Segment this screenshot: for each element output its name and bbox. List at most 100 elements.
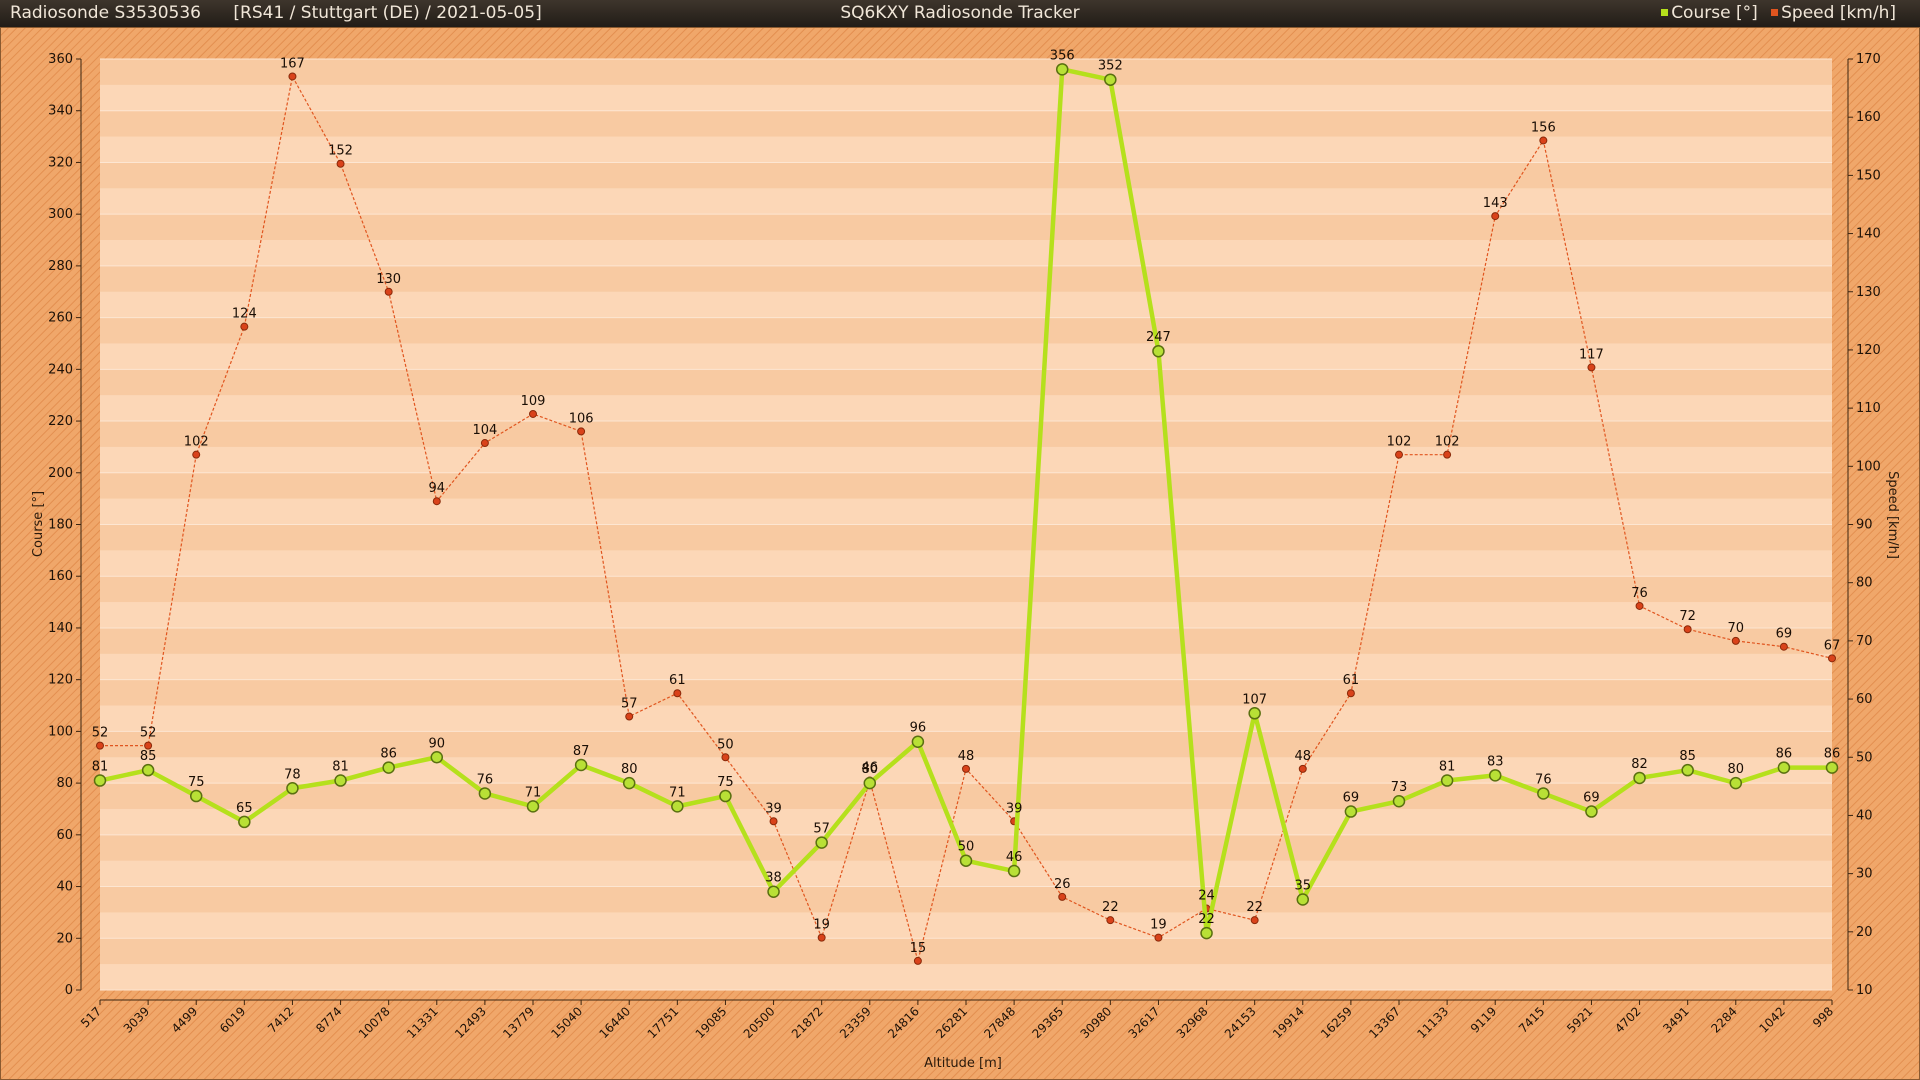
speed-data-label: 106 bbox=[569, 411, 594, 426]
grid-band bbox=[100, 472, 1832, 499]
y-tick-label-right: 10 bbox=[1856, 983, 1873, 998]
course-data-label: 80 bbox=[862, 762, 879, 777]
speed-point bbox=[673, 689, 682, 698]
course-data-label: 46 bbox=[1006, 850, 1023, 865]
speed-data-label: 76 bbox=[1631, 586, 1648, 601]
course-data-label: 87 bbox=[573, 744, 590, 759]
speed-point bbox=[1491, 212, 1500, 221]
speed-data-label: 22 bbox=[1102, 900, 1119, 915]
grid-band bbox=[100, 343, 1832, 370]
speed-point bbox=[1828, 654, 1836, 663]
grid-band bbox=[100, 679, 1832, 706]
speed-data-label: 15 bbox=[910, 941, 927, 956]
speed-data-label: 102 bbox=[184, 435, 209, 450]
speed-data-label: 143 bbox=[1483, 196, 1508, 211]
y-tick-label-left: 180 bbox=[48, 518, 73, 533]
sonde-id-title: Radiosonde S3530536 bbox=[10, 3, 201, 23]
grid-band bbox=[100, 395, 1832, 422]
course-point bbox=[767, 885, 780, 898]
speed-data-label: 70 bbox=[1728, 621, 1745, 636]
grid-band bbox=[100, 938, 1832, 965]
grid-band bbox=[100, 808, 1832, 835]
y-tick-label-left: 160 bbox=[48, 569, 73, 584]
course-data-label: 86 bbox=[1824, 747, 1841, 762]
legend-item-course[interactable]: Course [°] bbox=[1661, 0, 1758, 27]
grid-band bbox=[100, 498, 1832, 525]
speed-data-label: 39 bbox=[765, 801, 782, 816]
y-tick-label-right: 110 bbox=[1856, 401, 1881, 416]
app-title: SQ6KXY Radiosonde Tracker bbox=[840, 3, 1080, 23]
course-point bbox=[815, 836, 828, 849]
course-data-label: 69 bbox=[1343, 791, 1360, 806]
legend-label-speed: Speed [km/h] bbox=[1781, 3, 1896, 23]
speed-data-label: 167 bbox=[280, 56, 305, 71]
y-tick-label-right: 100 bbox=[1856, 459, 1881, 474]
speed-data-label: 61 bbox=[1343, 673, 1360, 688]
speed-data-label: 22 bbox=[1246, 900, 1263, 915]
speed-point bbox=[1106, 916, 1115, 925]
grid-band bbox=[100, 912, 1832, 939]
speed-point bbox=[1443, 450, 1452, 459]
speed-point bbox=[1587, 363, 1596, 372]
course-data-label: 85 bbox=[140, 749, 157, 764]
y-tick-label-left: 240 bbox=[48, 362, 73, 377]
course-data-label: 65 bbox=[236, 801, 253, 816]
legend-item-speed[interactable]: Speed [km/h] bbox=[1771, 0, 1896, 27]
course-point bbox=[1055, 63, 1069, 76]
course-point bbox=[1344, 805, 1358, 818]
speed-data-label: 61 bbox=[669, 673, 686, 688]
speed-data-label: 52 bbox=[140, 726, 157, 741]
course-speed-chart: 0 20 40 60 80 100 120 140 160 180 200 220 240 260 280 3… bbox=[0, 27, 1920, 1080]
course-data-label: 81 bbox=[332, 760, 349, 775]
speed-data-label: 104 bbox=[472, 423, 497, 438]
course-point bbox=[382, 761, 395, 774]
speed-point bbox=[96, 741, 104, 750]
speed-data-label: 152 bbox=[328, 144, 353, 159]
speed-series bbox=[96, 72, 1836, 965]
course-point bbox=[574, 758, 588, 772]
y-tick-label-left: 100 bbox=[48, 724, 73, 739]
y-tick-label-right: 130 bbox=[1856, 285, 1881, 300]
speed-point bbox=[432, 497, 441, 506]
course-data-label: 86 bbox=[380, 747, 397, 762]
speed-point bbox=[913, 956, 922, 965]
course-point bbox=[1488, 769, 1502, 782]
y-tick-label-right: 120 bbox=[1856, 343, 1881, 358]
grid-band bbox=[100, 731, 1832, 758]
speed-point bbox=[577, 427, 586, 436]
course-data-label: 80 bbox=[1728, 762, 1745, 777]
speed-point bbox=[1058, 892, 1067, 901]
grid-band bbox=[100, 446, 1832, 473]
course-data-label: 356 bbox=[1050, 48, 1075, 63]
legend-swatch-course bbox=[1661, 8, 1669, 16]
course-point bbox=[1681, 763, 1694, 777]
plot-area bbox=[100, 58, 1832, 991]
course-data-label: 75 bbox=[717, 775, 734, 790]
course-point bbox=[189, 789, 203, 803]
sonde-heading: Radiosonde S3530536 [RS41 / Stuttgart (D… bbox=[10, 0, 542, 27]
course-point bbox=[1296, 893, 1310, 906]
y-tick-label-right: 30 bbox=[1856, 867, 1873, 882]
speed-data-label: 67 bbox=[1824, 638, 1841, 653]
course-data-label: 96 bbox=[910, 721, 927, 736]
speed-point bbox=[288, 72, 297, 81]
speed-point bbox=[1346, 689, 1355, 698]
course-data-label: 75 bbox=[188, 775, 205, 790]
grid-band bbox=[100, 214, 1832, 241]
course-point bbox=[911, 735, 925, 748]
course-point bbox=[238, 815, 251, 829]
course-data-label: 90 bbox=[429, 736, 446, 751]
x-axis-title: Altitude [m] bbox=[924, 1056, 1002, 1071]
speed-point bbox=[1539, 136, 1548, 145]
y-tick-label-right: 70 bbox=[1856, 634, 1873, 649]
grid-band bbox=[100, 524, 1832, 551]
y-tick-label-left: 260 bbox=[48, 311, 73, 326]
y-tick-label-left: 120 bbox=[48, 673, 73, 688]
speed-data-label: 156 bbox=[1531, 120, 1556, 135]
grid-band bbox=[100, 59, 1832, 85]
speed-data-label: 46 bbox=[862, 761, 879, 776]
speed-point bbox=[144, 741, 153, 750]
grid-band bbox=[100, 964, 1832, 990]
speed-point bbox=[769, 817, 778, 826]
